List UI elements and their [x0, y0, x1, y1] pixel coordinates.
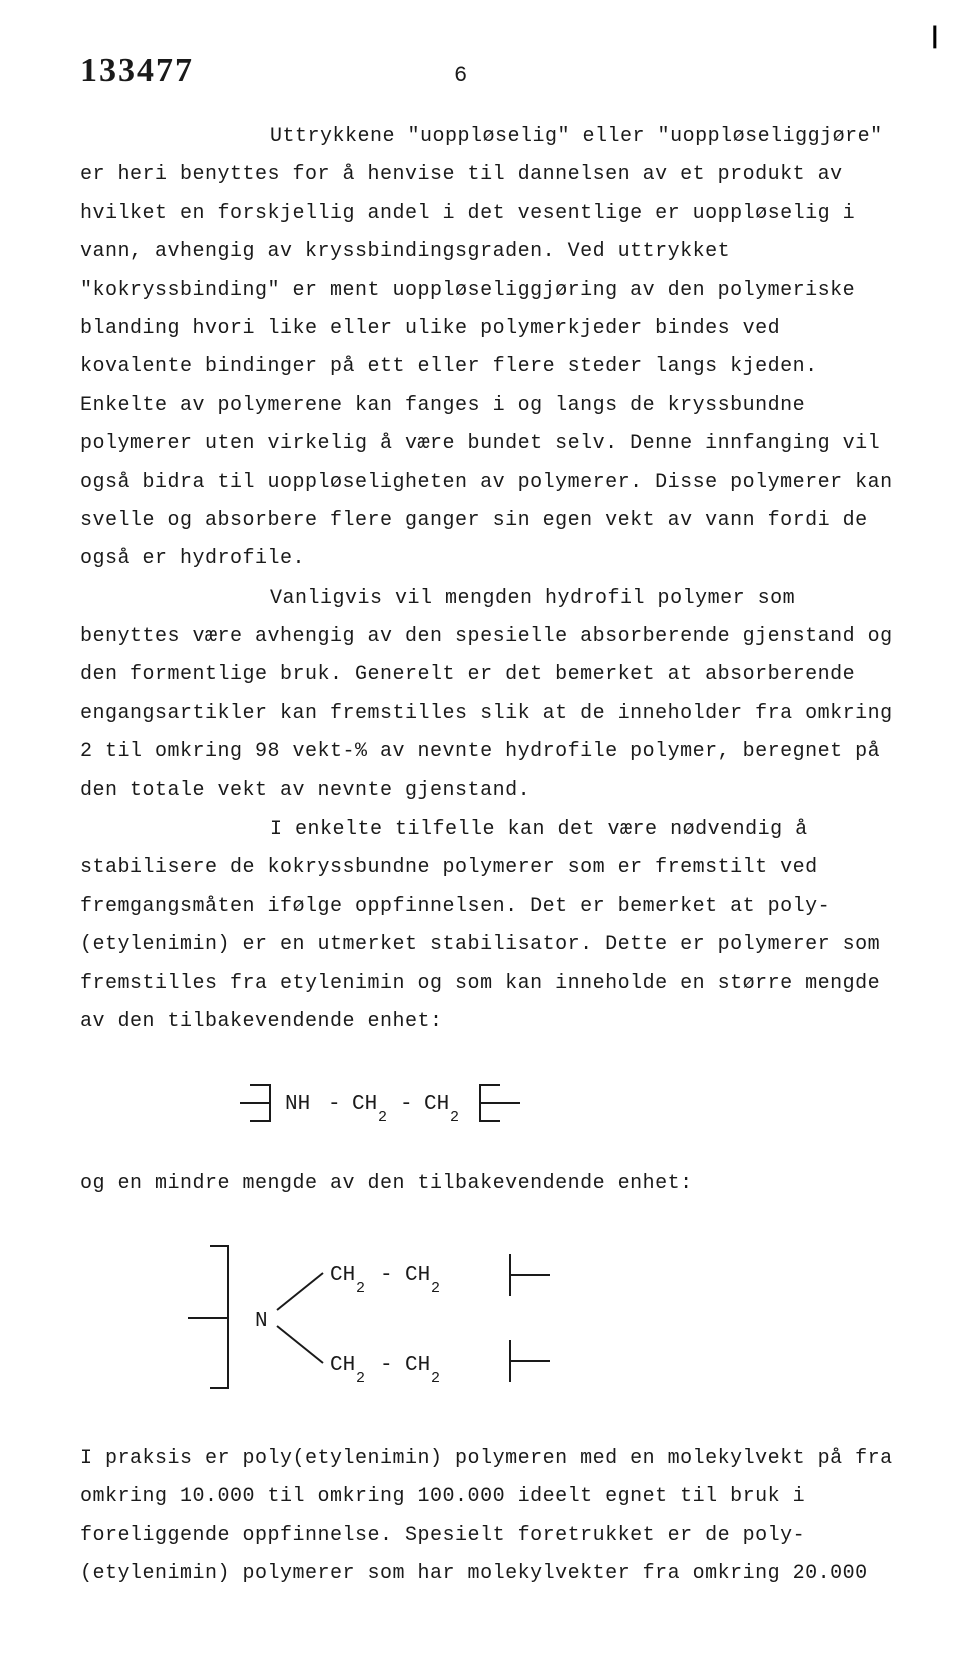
formula2-ch2-1: CH	[330, 1264, 355, 1287]
svg-text:-: -	[328, 1093, 341, 1116]
paragraph-2: Vanligvis vil mengden hydrofil polymer s…	[80, 580, 900, 810]
formula1-nh: NH	[285, 1093, 310, 1116]
chemical-formula-2: N CH 2 - CH 2 CH 2 - CH 2	[180, 1230, 900, 1410]
formula2-sub-1: 2	[356, 1280, 365, 1297]
page-number: 6	[454, 63, 467, 88]
chemical-formula-1: NH - CH 2 - CH 2	[240, 1067, 900, 1139]
corner-mark: |	[928, 24, 942, 51]
formula2-sub-2: 2	[431, 1280, 440, 1297]
formula2-ch2-4: CH	[405, 1354, 430, 1377]
formula2-ch2-3: CH	[330, 1354, 355, 1377]
formula1-ch2a: CH	[352, 1093, 377, 1116]
paragraph-5: I praksis er poly(etylenimin) polymeren …	[80, 1440, 900, 1594]
formula2-ch2-2: CH	[405, 1264, 430, 1287]
formula1-ch2b: CH	[424, 1093, 449, 1116]
svg-text:-: -	[380, 1354, 393, 1377]
formula2-sub-4: 2	[431, 1370, 440, 1387]
paragraph-3: I enkelte tilfelle kan det være nødvendi…	[80, 811, 900, 1041]
paragraph-1: Uttrykkene "uoppløselig" eller "uoppløse…	[80, 118, 900, 579]
formula1-sub-a: 2	[378, 1109, 387, 1126]
svg-text:-: -	[380, 1264, 393, 1287]
formula2-n: N	[255, 1310, 268, 1333]
document-number: 133477	[80, 52, 194, 90]
formula1-sub-b: 2	[450, 1109, 459, 1126]
paragraph-4: og en mindre mengde av den tilbakevenden…	[80, 1165, 900, 1203]
page-header: 133477 6	[80, 52, 900, 90]
svg-text:-: -	[400, 1093, 413, 1116]
document-page: 133477 6 Uttrykkene "uoppløselig" eller …	[0, 0, 960, 1654]
formula2-sub-3: 2	[356, 1370, 365, 1387]
